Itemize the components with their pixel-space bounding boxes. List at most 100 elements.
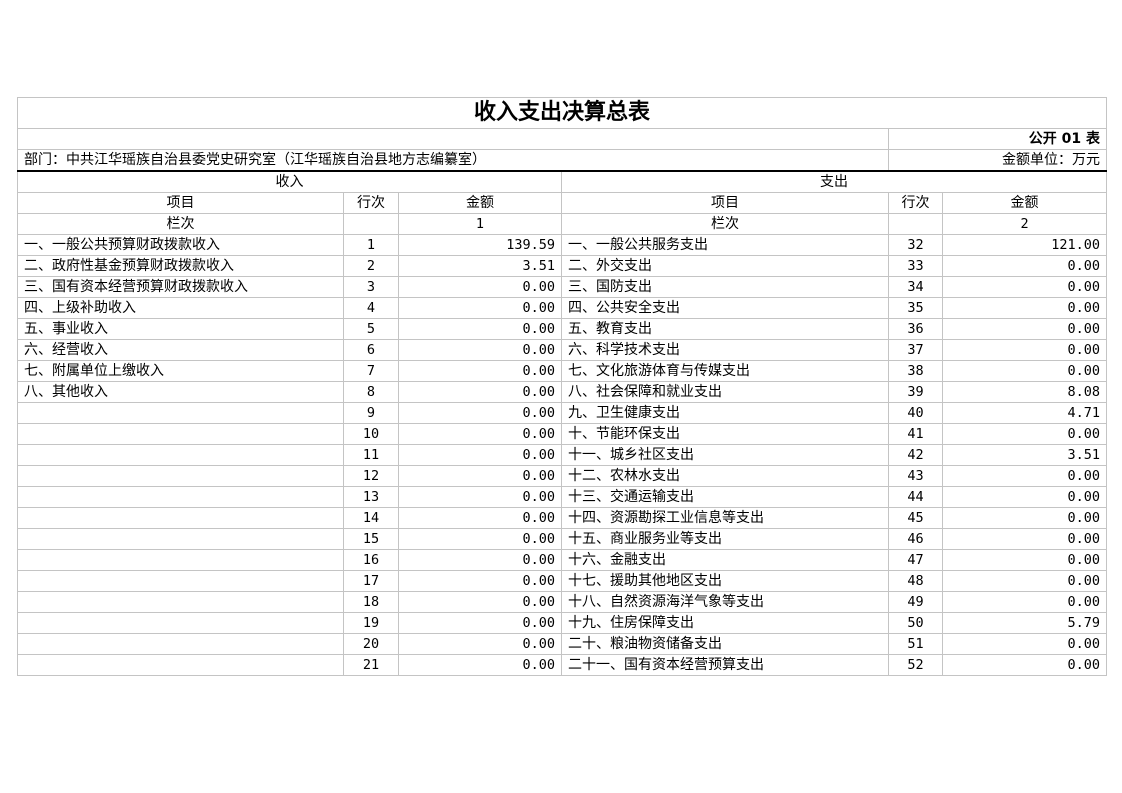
department-label: 部门：中共江华瑶族自治县委党史研究室（江华瑶族自治县地方志编纂室）: [17, 149, 889, 172]
income-item: [17, 633, 344, 655]
income-amount: 0.00: [398, 444, 562, 466]
income-line: 18: [343, 591, 399, 613]
expense-line-header: 行次: [888, 192, 943, 214]
table-row: 12 0.00 十二、农林水支出 43 0.00: [17, 465, 1108, 487]
income-header: 收入: [17, 170, 562, 193]
expense-item: 十、节能环保支出: [561, 423, 889, 445]
income-line: 19: [343, 612, 399, 634]
income-item: [17, 612, 344, 634]
income-line: 12: [343, 465, 399, 487]
income-line: 5: [343, 318, 399, 340]
income-amount: 0.00: [398, 633, 562, 655]
table-row: 19 0.00 十九、住房保障支出 50 5.79: [17, 612, 1108, 634]
income-amount: 0.00: [398, 591, 562, 613]
expense-line: 49: [888, 591, 943, 613]
income-line: 17: [343, 570, 399, 592]
expense-line: 39: [888, 381, 943, 403]
expense-item: 七、文化旅游体育与传媒支出: [561, 360, 889, 382]
expense-item: 六、科学技术支出: [561, 339, 889, 361]
income-item: 三、国有资本经营预算财政拨款收入: [17, 276, 344, 298]
table-row: 二、政府性基金预算财政拨款收入 2 3.51 二、外交支出 33 0.00: [17, 255, 1108, 277]
expense-amount: 0.00: [941, 549, 1108, 571]
income-item: [17, 444, 344, 466]
expense-amount: 0.00: [941, 255, 1108, 277]
expense-item: 十二、农林水支出: [561, 465, 889, 487]
expense-amount: 4.71: [941, 402, 1108, 424]
page-title: 收入支出决算总表: [16, 97, 1108, 129]
income-line: 9: [343, 402, 399, 424]
expense-line: 32: [888, 234, 943, 256]
table-row: 六、经营收入 6 0.00 六、科学技术支出 37 0.00: [17, 339, 1108, 361]
income-item-header: 项目: [17, 192, 344, 214]
expense-line: 34: [888, 276, 943, 298]
income-amount: 0.00: [398, 612, 562, 634]
income-amount: 0.00: [398, 549, 562, 571]
expense-amount: 0.00: [941, 423, 1108, 445]
income-item: [17, 570, 344, 592]
income-line: 4: [343, 297, 399, 319]
expense-header: 支出: [560, 170, 1108, 193]
expense-line: 46: [888, 528, 943, 550]
expense-item: 十三、交通运输支出: [561, 486, 889, 508]
expense-seq: 2: [941, 213, 1108, 235]
expense-item: 十八、自然资源海洋气象等支出: [561, 591, 889, 613]
expense-line: 35: [888, 297, 943, 319]
income-item: [17, 591, 344, 613]
expense-line: 43: [888, 465, 943, 487]
expense-item: 十六、金融支出: [561, 549, 889, 571]
income-item: 八、其他收入: [17, 381, 344, 403]
income-amount: 0.00: [398, 465, 562, 487]
expense-item: 一、一般公共服务支出: [561, 234, 889, 256]
expense-amount: 0.00: [941, 528, 1108, 550]
table-row: 20 0.00 二十、粮油物资储备支出 51 0.00: [17, 633, 1108, 655]
expense-line: 51: [888, 633, 943, 655]
expense-line: 42: [888, 444, 943, 466]
income-amount: 0.00: [398, 570, 562, 592]
income-item: 六、经营收入: [17, 339, 344, 361]
expense-line: 38: [888, 360, 943, 382]
income-amount: 0.00: [398, 339, 562, 361]
income-line: 11: [343, 444, 399, 466]
table-row: 11 0.00 十一、城乡社区支出 42 3.51: [17, 444, 1108, 466]
income-line: 14: [343, 507, 399, 529]
expense-seq-label: 栏次: [561, 213, 889, 235]
income-amount: 0.00: [398, 486, 562, 508]
expense-amount: 5.79: [941, 612, 1108, 634]
income-line: 2: [343, 255, 399, 277]
expense-item: 四、公共安全支出: [561, 297, 889, 319]
expense-line: 52: [888, 654, 943, 676]
expense-line: 45: [888, 507, 943, 529]
income-line: 10: [343, 423, 399, 445]
expense-item: 十四、资源勘探工业信息等支出: [561, 507, 889, 529]
expense-line: 33: [888, 255, 943, 277]
income-amount: 0.00: [398, 276, 562, 298]
expense-amount: 0.00: [941, 570, 1108, 592]
income-item: 二、政府性基金预算财政拨款收入: [17, 255, 344, 277]
expense-item: 十九、住房保障支出: [561, 612, 889, 634]
table-row: 18 0.00 十八、自然资源海洋气象等支出 49 0.00: [17, 591, 1108, 613]
income-amount: 0.00: [398, 654, 562, 676]
table-row: 9 0.00 九、卫生健康支出 40 4.71: [17, 402, 1108, 424]
income-amount: 139.59: [398, 234, 562, 256]
expense-item-header: 项目: [561, 192, 889, 214]
income-item: [17, 549, 344, 571]
income-line: 15: [343, 528, 399, 550]
income-line: 13: [343, 486, 399, 508]
income-item: [17, 654, 344, 676]
income-item: 一、一般公共预算财政拨款收入: [17, 234, 344, 256]
expense-amount: 0.00: [941, 297, 1108, 319]
expense-amount: 0.00: [941, 486, 1108, 508]
table-row: 14 0.00 十四、资源勘探工业信息等支出 45 0.00: [17, 507, 1108, 529]
income-item: [17, 528, 344, 550]
table-row: 四、上级补助收入 4 0.00 四、公共安全支出 35 0.00: [17, 297, 1108, 319]
income-item: [17, 486, 344, 508]
income-seq-label: 栏次: [17, 213, 344, 235]
income-line: 1: [343, 234, 399, 256]
expense-item: 十五、商业服务业等支出: [561, 528, 889, 550]
income-amount-header: 金额: [398, 192, 562, 214]
table-row: 16 0.00 十六、金融支出 47 0.00: [17, 549, 1108, 571]
expense-item: 九、卫生健康支出: [561, 402, 889, 424]
income-amount: 0.00: [398, 528, 562, 550]
expense-amount: 0.00: [941, 360, 1108, 382]
expense-amount: 0.00: [941, 507, 1108, 529]
